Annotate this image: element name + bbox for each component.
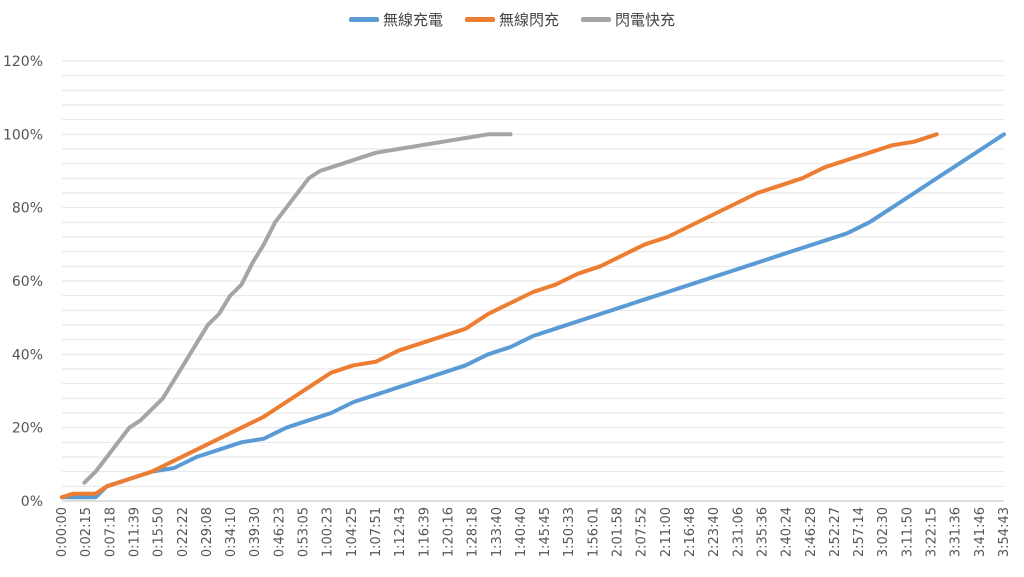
x-tick-label: 2:40:24: [780, 507, 795, 557]
series-line-3: [82, 132, 513, 485]
x-tick-label: 3:11:50: [900, 507, 915, 557]
x-tick-label: 2:07:52: [635, 507, 650, 557]
x-tick-label: 1:00:23: [321, 507, 336, 557]
x-tick-label: 0:53:05: [297, 507, 312, 557]
x-tick-label: 1:33:40: [490, 507, 505, 557]
legend: 無線充電 無線閃充 閃電快充: [0, 9, 1024, 30]
x-tick-label: 3:41:46: [973, 507, 988, 557]
series-line-2: [60, 132, 939, 500]
x-tick-label: 0:15:50: [152, 507, 167, 557]
y-tick-label: 120%: [3, 54, 43, 70]
x-tick-label: 3:22:15: [925, 507, 940, 557]
x-tick-label: 2:16:48: [683, 507, 698, 557]
x-tick-label: 2:31:06: [731, 507, 746, 557]
legend-swatch-series-1: [348, 17, 379, 22]
x-tick-label: 1:04:25: [345, 507, 360, 557]
x-tick-label: 1:16:39: [417, 507, 432, 557]
legend-swatch-series-2: [464, 17, 495, 22]
x-tick-label: 0:02:15: [79, 507, 94, 557]
x-tick-label: 1:45:45: [538, 507, 553, 557]
x-tick-label: 1:07:51: [369, 507, 384, 557]
x-tick-label: 2:46:28: [804, 507, 819, 557]
x-tick-label: 1:28:18: [466, 507, 481, 557]
x-tick-label: 2:01:58: [611, 507, 626, 557]
x-tick-label: 3:54:43: [997, 507, 1012, 557]
x-tick-label: 1:40:40: [514, 507, 529, 557]
x-tick-label: 2:57:14: [852, 507, 867, 557]
legend-swatch-series-3: [581, 17, 611, 22]
series-line-1: [60, 132, 1006, 500]
x-tick-label: 0:11:39: [127, 507, 142, 557]
x-tick-label: 0:39:30: [248, 507, 263, 557]
x-tick-label: 1:50:33: [562, 507, 577, 557]
legend-item-series-2: 無線閃充: [464, 9, 559, 30]
x-tick-label: 0:00:00: [55, 507, 70, 557]
x-tick-label: 3:02:30: [876, 507, 891, 557]
x-tick-label: 1:20:16: [441, 507, 456, 557]
y-tick-label: 100%: [3, 127, 43, 143]
x-tick-label: 1:56:01: [586, 507, 601, 557]
x-tick-label: 2:11:00: [659, 507, 674, 557]
x-tick-label: 2:52:27: [828, 507, 843, 557]
x-tick-label: 0:22:22: [176, 507, 191, 557]
y-tick-label: 20%: [12, 421, 43, 437]
y-tick-label: 40%: [12, 347, 43, 363]
legend-item-series-1: 無線充電: [348, 9, 443, 30]
legend-label-series-1: 無線充電: [382, 11, 443, 29]
x-tick-label: 2:23:40: [707, 507, 722, 557]
x-tick-label: 1:12:43: [393, 507, 408, 557]
x-tick-label: 3:31:36: [949, 507, 964, 557]
x-tick-label: 2:35:36: [755, 507, 770, 557]
legend-item-series-3: 閃電快充: [581, 9, 675, 30]
x-tick-label: 0:34:10: [224, 507, 239, 557]
y-tick-label: 60%: [12, 274, 43, 290]
y-tick-label: 0%: [21, 494, 43, 510]
legend-label-series-2: 無線閃充: [498, 11, 559, 29]
x-tick-label: 0:07:18: [103, 507, 118, 557]
x-tick-label: 0:46:23: [272, 507, 287, 557]
legend-label-series-3: 閃電快充: [615, 11, 676, 29]
x-tick-label: 0:29:08: [200, 507, 215, 557]
y-tick-label: 80%: [12, 201, 43, 217]
